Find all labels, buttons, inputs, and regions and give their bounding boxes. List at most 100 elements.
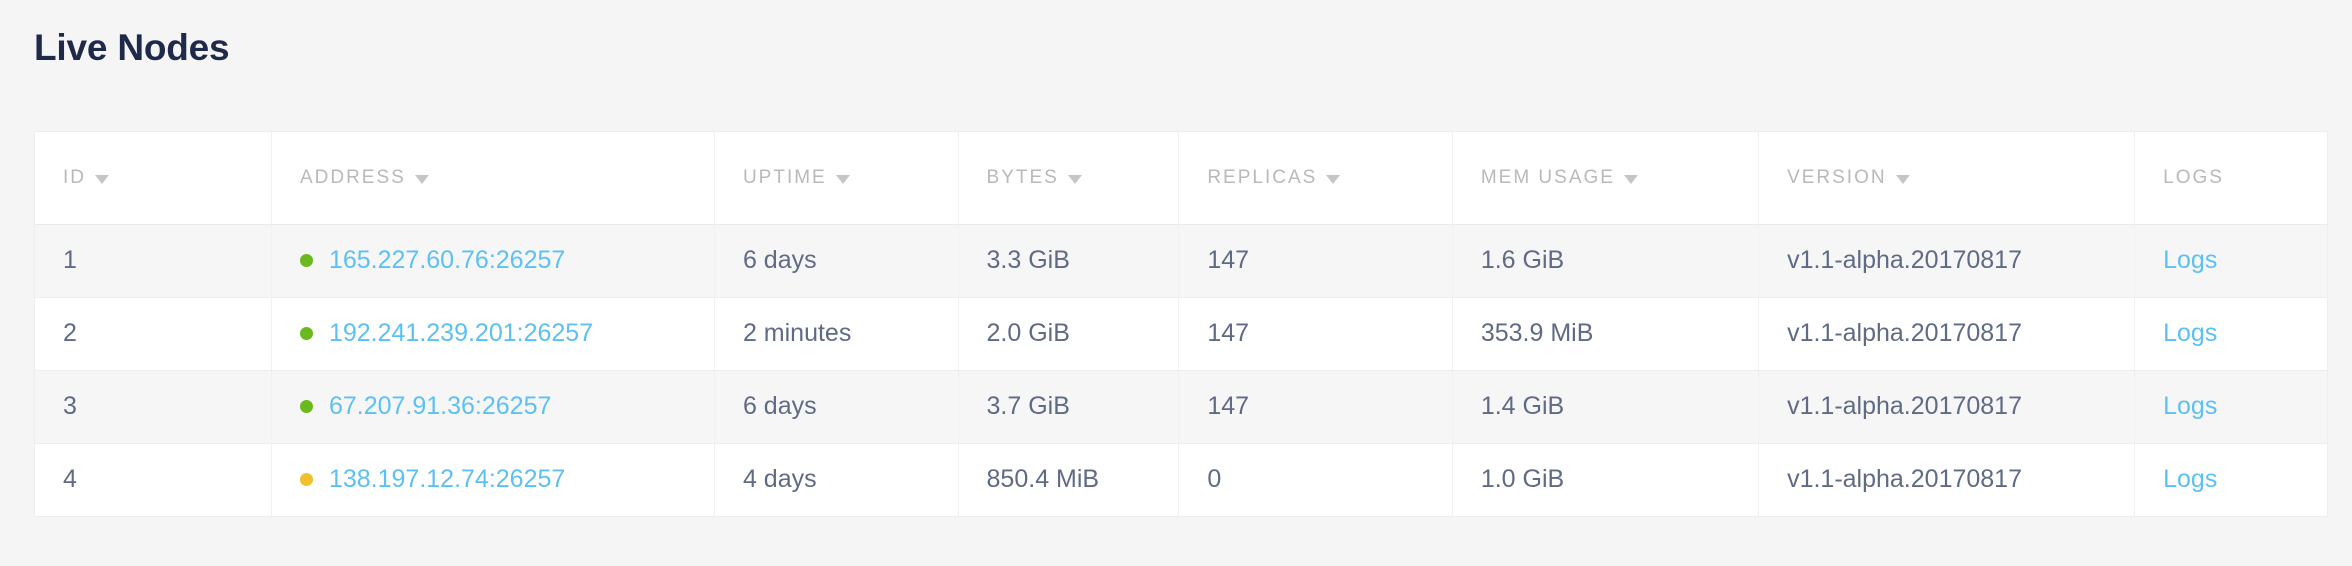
caret-down-icon[interactable] [414, 175, 429, 185]
cell-value-mem: 1.0 GiB [1480, 465, 1565, 494]
cell-id: 1 [35, 224, 272, 298]
address-cell: 67.207.91.36:26257 [299, 392, 714, 421]
column-header-logs: LOGS [2134, 132, 2327, 225]
cell-value-bytes: 850.4 MiB [986, 465, 1100, 494]
column-header-mem[interactable]: MEM USAGE [1452, 132, 1760, 225]
column-header-label: ID [63, 166, 86, 188]
column-header-label: VERSION [1787, 166, 1887, 188]
table-header-row: ID ADDRESS UPTIME BYTES REPLICAS MEM USAGE VER… [35, 132, 2327, 225]
caret-down-icon[interactable] [1895, 175, 1910, 185]
caret-down-icon[interactable] [95, 175, 109, 185]
cell-value-mem: 1.6 GiB [1480, 246, 1565, 274]
table-row: 4 138.197.12.74:26257 4 days 850.4 MiB 0 1.0 … [35, 443, 2327, 516]
column-header-inner: MEM USAGE [1481, 167, 1638, 189]
cell-value-replicas: 0 [1207, 465, 1222, 494]
cell-replicas: 147 [1178, 370, 1453, 444]
column-header-replicas[interactable]: REPLICAS [1178, 132, 1453, 225]
status-dot-green-icon [299, 327, 313, 340]
cell-id: 3 [35, 370, 272, 444]
cell-logs: Logs [2134, 297, 2327, 371]
cell-mem: 353.9 MiB [1452, 297, 1760, 371]
node-address-link[interactable]: 165.227.60.76:26257 [328, 246, 566, 274]
column-header-id[interactable]: ID [35, 132, 272, 225]
table-row: 2 192.241.239.201:26257 2 minutes 2.0 GiB 14… [35, 297, 2327, 371]
address-cell: 192.241.239.201:26257 [299, 319, 714, 348]
cell-value-bytes: 3.7 GiB [986, 392, 1070, 420]
cell-value-replicas: 147 [1207, 319, 1250, 347]
logs-link[interactable]: Logs [2163, 392, 2218, 420]
cell-bytes: 3.7 GiB [958, 370, 1180, 444]
cell-address: 192.241.239.201:26257 [271, 297, 715, 371]
node-address-link[interactable]: 67.207.91.36:26257 [328, 392, 552, 420]
column-header-inner: VERSION [1787, 167, 1910, 189]
column-header-inner: UPTIME [743, 167, 850, 189]
table-header: ID ADDRESS UPTIME BYTES REPLICAS MEM USAGE VER… [35, 132, 2327, 225]
column-header-label: BYTES [986, 166, 1059, 188]
cell-id: 2 [35, 297, 272, 371]
logs-link[interactable]: Logs [2163, 319, 2218, 347]
column-header-inner: BYTES [987, 167, 1082, 189]
column-header-inner: ID [63, 167, 109, 189]
cell-value-mem: 1.4 GiB [1480, 392, 1565, 420]
cell-uptime: 2 minutes [714, 297, 959, 371]
column-header-inner: LOGS [2163, 167, 2224, 189]
cell-mem: 1.0 GiB [1452, 443, 1760, 516]
logs-link[interactable]: Logs [2163, 465, 2218, 494]
caret-down-icon[interactable] [1623, 175, 1638, 185]
live-nodes-table-container: ID ADDRESS UPTIME BYTES REPLICAS MEM USAGE VER… [34, 131, 2328, 517]
column-header-bytes[interactable]: BYTES [958, 132, 1180, 225]
cell-version: v1.1-alpha.20170817 [1758, 443, 2136, 516]
page-title: Live Nodes [34, 27, 230, 68]
cell-value-mem: 353.9 MiB [1480, 319, 1594, 347]
cell-logs: Logs [2134, 224, 2327, 298]
cell-uptime: 4 days [714, 443, 959, 516]
cell-replicas: 147 [1178, 224, 1453, 298]
cell-value-bytes: 2.0 GiB [986, 319, 1070, 347]
column-header-label: REPLICAS [1207, 166, 1318, 188]
cell-version: v1.1-alpha.20170817 [1758, 224, 2136, 298]
node-address-link[interactable]: 138.197.12.74:26257 [328, 465, 566, 494]
cell-value-uptime: 2 minutes [742, 319, 852, 347]
cell-mem: 1.4 GiB [1452, 370, 1760, 444]
column-header-uptime[interactable]: UPTIME [714, 132, 959, 225]
cell-address: 165.227.60.76:26257 [271, 224, 715, 298]
table-row: 3 67.207.91.36:26257 6 days 3.7 GiB 147 1.4 G… [35, 370, 2327, 444]
caret-down-icon[interactable] [1326, 175, 1341, 185]
cell-address: 67.207.91.36:26257 [271, 370, 715, 444]
cell-address: 138.197.12.74:26257 [271, 443, 715, 516]
cell-value-uptime: 6 days [742, 246, 817, 274]
cell-value-replicas: 147 [1207, 392, 1250, 420]
cell-bytes: 2.0 GiB [958, 297, 1180, 371]
cell-value-bytes: 3.3 GiB [986, 246, 1070, 274]
logs-link[interactable]: Logs [2163, 246, 2218, 274]
cell-value-id: 2 [63, 319, 77, 347]
caret-down-icon[interactable] [1067, 175, 1082, 185]
cell-value-id: 1 [63, 246, 77, 274]
column-header-label: MEM USAGE [1480, 166, 1615, 188]
column-header-address[interactable]: ADDRESS [271, 132, 715, 225]
cell-bytes: 3.3 GiB [958, 224, 1180, 298]
address-cell: 165.227.60.76:26257 [299, 246, 714, 275]
cell-logs: Logs [2134, 443, 2327, 516]
column-header-inner: ADDRESS [300, 167, 429, 189]
address-cell: 138.197.12.74:26257 [299, 465, 714, 494]
live-nodes-table: ID ADDRESS UPTIME BYTES REPLICAS MEM USAGE VER… [35, 132, 2327, 516]
cell-value-version: v1.1-alpha.20170817 [1787, 465, 2022, 494]
cell-logs: Logs [2134, 370, 2327, 444]
caret-down-icon[interactable] [835, 175, 850, 185]
cell-id: 4 [35, 443, 272, 516]
cell-value-id: 4 [63, 465, 77, 494]
column-header-version[interactable]: VERSION [1758, 132, 2136, 225]
cell-value-id: 3 [63, 392, 77, 420]
cell-version: v1.1-alpha.20170817 [1758, 297, 2136, 371]
cell-replicas: 147 [1178, 297, 1453, 371]
cell-uptime: 6 days [714, 370, 959, 444]
node-address-link[interactable]: 192.241.239.201:26257 [328, 319, 594, 347]
status-dot-yellow-icon [299, 473, 313, 487]
table-body: 1 165.227.60.76:26257 6 days 3.3 GiB 147 1.6 … [35, 224, 2327, 516]
cell-bytes: 850.4 MiB [958, 443, 1180, 516]
table-row: 1 165.227.60.76:26257 6 days 3.3 GiB 147 1.6 … [35, 224, 2327, 298]
column-header-label: LOGS [2163, 166, 2224, 188]
cell-value-version: v1.1-alpha.20170817 [1787, 246, 2022, 274]
